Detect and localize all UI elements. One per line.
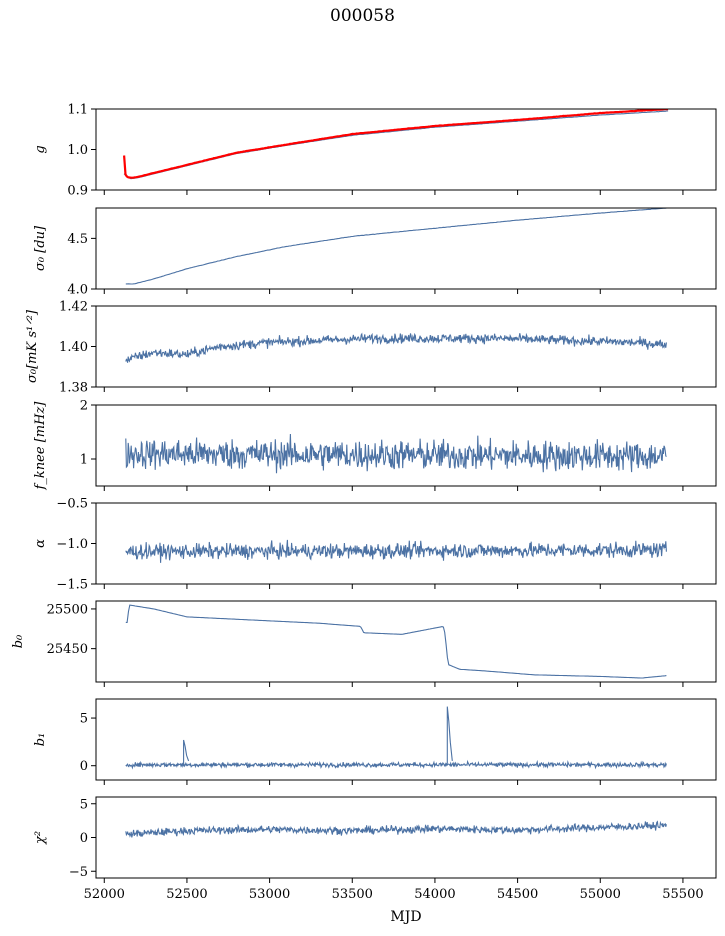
series-line — [125, 706, 667, 770]
plot-area — [125, 820, 667, 838]
panel-8: 52000 52500 53000 53500 54000 54500 55000 55500… — [33, 796, 717, 902]
plot-area — [123, 109, 669, 180]
plot-area — [125, 604, 667, 679]
y-tick-label: −0.5 — [56, 497, 88, 512]
y-axis-label: b₀ — [11, 634, 26, 648]
axes-frame — [95, 207, 717, 290]
axes-frame — [95, 698, 717, 781]
x-tick-label: 53000 — [249, 887, 290, 902]
series-line — [125, 433, 667, 474]
y-axis-label: α — [33, 539, 48, 548]
y-axis-label: χ² — [33, 831, 48, 845]
x-tick-label: 53500 — [332, 887, 373, 902]
panel-3: 1.38 1.40 1.42 σ₀[mK s¹ᐟ²] — [25, 300, 717, 396]
panel-1: 0.9 1.0 1.1 g — [33, 103, 717, 199]
axes-frame — [95, 600, 717, 683]
y-tick-label: 4.0 — [67, 283, 88, 298]
y-tick-label: −1.0 — [56, 537, 88, 552]
y-tick-label: −1.5 — [56, 578, 88, 593]
y-axis-label: σ₀[mK s¹ᐟ²] — [25, 309, 40, 383]
y-tick-label: 2 — [80, 399, 88, 414]
panel-5: −1.5 −1.0 −0.5 α — [33, 497, 717, 593]
axes-frame — [95, 305, 717, 388]
y-axis-label: σ₀ [du] — [33, 225, 48, 271]
y-tick-label: 1.42 — [59, 300, 88, 315]
fit-line — [123, 109, 669, 179]
plot-area — [125, 706, 667, 770]
y-tick-label: 25500 — [47, 602, 88, 617]
y-tick-label: 1.38 — [59, 381, 88, 396]
series-line — [125, 332, 667, 363]
plot-area — [125, 433, 667, 474]
y-tick-label: −5 — [69, 865, 88, 880]
panel-4: 1 2 f_knee [mHz] — [33, 399, 717, 491]
y-tick-label: 4.5 — [67, 232, 88, 247]
y-tick-label: 1 — [80, 453, 88, 468]
y-tick-label: 0 — [80, 759, 88, 774]
plot-area — [125, 208, 667, 285]
x-tick-label: 54500 — [497, 887, 538, 902]
series-line — [123, 110, 669, 180]
y-tick-label: 25450 — [47, 642, 88, 657]
y-tick-label: 5 — [80, 712, 88, 727]
x-tick-label: 52500 — [166, 887, 207, 902]
y-axis-label: g — [33, 145, 48, 153]
y-axis-label: f_knee [mHz] — [33, 401, 48, 491]
x-tick-label: 52000 — [84, 887, 125, 902]
axes-frame — [95, 404, 717, 487]
x-tick-label: 54000 — [414, 887, 455, 902]
plot-area — [125, 539, 667, 563]
axes-frame — [95, 502, 717, 585]
y-tick-label: 0 — [80, 831, 88, 846]
x-tick-label: 55500 — [662, 887, 703, 902]
y-tick-label: 5 — [80, 797, 88, 812]
y-tick-label: 1.0 — [67, 143, 88, 158]
series-line — [125, 208, 667, 285]
y-tick-label: 0.9 — [67, 184, 88, 199]
y-tick-label: 1.40 — [59, 340, 88, 355]
figure-title: 000058 — [330, 6, 395, 26]
series-line — [125, 539, 667, 563]
y-tick-label: 1.1 — [67, 103, 88, 118]
plot-area — [125, 332, 667, 363]
x-tick-label: 55000 — [580, 887, 621, 902]
x-axis-label: MJD — [390, 909, 422, 925]
axes-frame — [95, 796, 717, 879]
axes-frame — [95, 108, 717, 191]
series-line — [125, 604, 667, 679]
y-axis-label: b₁ — [33, 733, 48, 747]
panel-6: 25450 25500 b₀ — [11, 600, 717, 687]
panel-7: 0 5 b₁ — [33, 698, 717, 785]
panel-2: 4.0 4.5 σ₀ [du] — [33, 207, 717, 298]
series-line — [125, 820, 667, 838]
